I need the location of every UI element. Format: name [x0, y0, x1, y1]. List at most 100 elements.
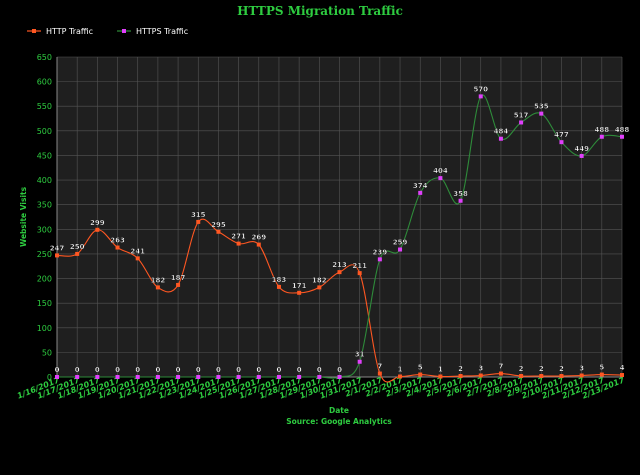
data-point: [357, 271, 362, 276]
y-tick-label: 550: [37, 102, 52, 111]
data-label: 0: [236, 366, 241, 374]
data-label: 187: [171, 274, 186, 282]
data-label: 535: [534, 103, 549, 111]
data-point: [458, 374, 463, 379]
data-point: [115, 245, 120, 250]
data-label: 2: [559, 365, 564, 373]
y-tick-label: 100: [37, 324, 52, 333]
data-point: [559, 140, 564, 145]
y-tick-label: 0: [47, 373, 52, 382]
data-label: 213: [332, 261, 347, 269]
data-label: 247: [50, 244, 65, 252]
data-label: 0: [135, 366, 140, 374]
data-point: [317, 285, 322, 290]
data-label: 182: [312, 276, 327, 284]
data-label: 250: [70, 243, 85, 251]
data-point: [519, 374, 524, 379]
data-point: [478, 94, 483, 99]
data-point: [256, 375, 261, 379]
data-label: 1: [438, 366, 443, 374]
series-line-1: [57, 94, 623, 379]
data-label: 1: [398, 366, 403, 374]
data-label: 0: [95, 366, 100, 374]
data-label: 477: [554, 131, 569, 139]
data-point: [155, 285, 160, 290]
data-label: 0: [196, 366, 201, 374]
data-label: 2: [458, 365, 463, 373]
y-tick-label: 300: [37, 225, 52, 234]
data-point: [579, 153, 584, 158]
data-point: [155, 375, 160, 379]
y-tick-label: 400: [37, 176, 52, 185]
y-tick-label: 600: [37, 78, 52, 87]
data-label: 241: [130, 247, 145, 255]
data-point: [418, 190, 423, 195]
data-label: 31: [355, 351, 365, 359]
data-label: 570: [473, 85, 488, 93]
data-point: [620, 134, 624, 139]
data-point: [438, 374, 443, 379]
data-point: [539, 111, 544, 116]
data-label: 239: [373, 248, 388, 256]
data-point: [196, 375, 201, 379]
y-tick-label: 350: [37, 201, 52, 210]
data-label: 0: [115, 366, 120, 374]
data-point: [579, 373, 584, 378]
chart-subtitle: Source: Google Analytics: [286, 417, 392, 426]
data-label: 0: [337, 366, 342, 374]
data-point: [398, 374, 403, 379]
chart-title: HTTPS Migration Traffic: [237, 4, 403, 18]
data-point: [216, 229, 221, 234]
data-label: 0: [176, 366, 181, 374]
legend-marker: [32, 29, 36, 33]
data-label: 4: [620, 364, 625, 372]
legend-marker: [122, 29, 126, 33]
data-label: 2: [539, 365, 544, 373]
data-label: 0: [317, 366, 322, 374]
data-point: [478, 373, 483, 378]
y-tick-label: 450: [37, 151, 52, 160]
data-point: [297, 375, 302, 379]
data-label: 0: [256, 366, 261, 374]
data-point: [297, 290, 302, 295]
data-label: 404: [433, 167, 448, 175]
data-label: 299: [90, 219, 105, 227]
data-label: 488: [595, 126, 610, 134]
data-label: 3: [579, 365, 584, 373]
data-point: [55, 375, 59, 379]
data-point: [357, 359, 362, 364]
data-point: [236, 375, 241, 379]
data-point: [438, 176, 443, 181]
data-point: [276, 284, 281, 289]
data-point: [135, 256, 140, 261]
data-label: 7: [498, 363, 503, 371]
data-label: 5: [599, 364, 604, 372]
data-point: [236, 241, 241, 246]
data-label: 263: [110, 237, 125, 245]
data-label: 0: [216, 366, 221, 374]
data-label: 211: [352, 262, 367, 270]
data-point: [115, 375, 120, 379]
data-label: 269: [251, 234, 266, 242]
data-label: 488: [615, 126, 630, 134]
data-label: 295: [211, 221, 226, 229]
data-point: [498, 136, 503, 141]
data-point: [559, 374, 564, 379]
data-label: 171: [292, 282, 307, 290]
x-axis-title: Date: [329, 406, 349, 415]
data-point: [75, 375, 80, 379]
legend-label: HTTP Traffic: [46, 27, 93, 36]
y-tick-label: 650: [37, 53, 52, 62]
data-label: 0: [55, 366, 60, 374]
y-axis: 0 50 100 150 200 250 300 350 400 450 500 550 600 650: [37, 53, 58, 382]
data-point: [620, 373, 624, 378]
data-point: [256, 242, 261, 247]
data-point: [498, 371, 503, 376]
data-label: 484: [494, 128, 509, 136]
data-label: 259: [393, 238, 408, 246]
data-point: [337, 375, 342, 379]
data-label: 0: [75, 366, 80, 374]
y-tick-label: 150: [37, 299, 52, 308]
